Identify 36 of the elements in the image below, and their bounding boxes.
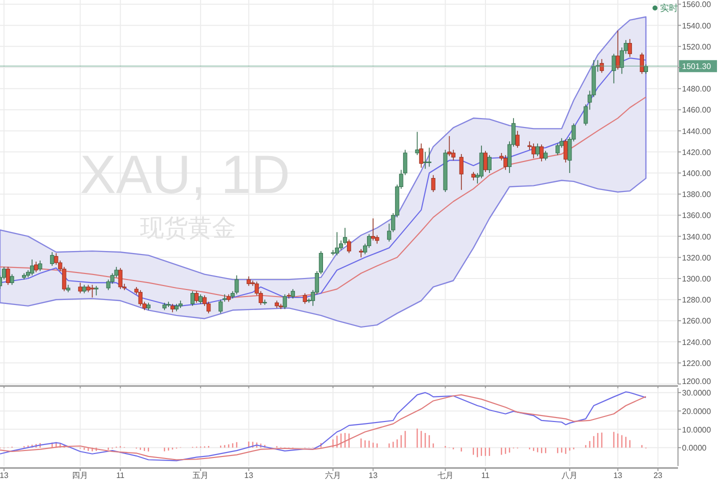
- y-tick-label: 0.0000: [682, 444, 708, 453]
- y-tick-label: 1280.00: [682, 296, 712, 305]
- x-tick-label: 11: [116, 471, 126, 480]
- y-tick-label: 30.0000: [682, 388, 712, 398]
- x-tick-label: 23: [653, 471, 663, 480]
- y-tick-label: 1380.00: [682, 190, 712, 200]
- x-tick-label: 13: [368, 471, 378, 480]
- x-tick-label: 11: [481, 471, 490, 480]
- y-tick-label: 1340.00: [682, 232, 712, 242]
- y-tick-label: 1360.00: [682, 211, 712, 220]
- y-tick-label: 1300.00: [682, 274, 712, 284]
- x-tick-label: 六月: [324, 471, 341, 480]
- y-tick-label: 1260.00: [682, 316, 712, 326]
- y-tick-label: 1520.00: [682, 42, 712, 52]
- y-tick-label: 1240.00: [682, 338, 712, 347]
- y-tick-label: 10.0000: [682, 425, 712, 434]
- y-tick-label: 1540.00: [682, 21, 712, 30]
- ref-line-label: 1501.30: [682, 62, 712, 72]
- y-tick-label: 1200.00: [682, 377, 712, 386]
- x-tick-label: 五月: [192, 471, 209, 480]
- x-tick-label: 四月: [72, 471, 88, 480]
- annotation: 实时: [660, 3, 678, 13]
- y-tick-label: 1460.00: [682, 106, 712, 115]
- x-tick-label: 13: [613, 471, 623, 480]
- y-tick-label: 1220.00: [682, 358, 712, 368]
- y-tick-label: 1560.00: [682, 0, 712, 10]
- x-tick-label: 八月: [562, 471, 578, 480]
- y-tick-label: 1420.00: [682, 148, 712, 157]
- y-tick-label: 20.0000: [682, 406, 712, 416]
- y-tick-label: 1440.00: [682, 126, 712, 136]
- x-tick-label: 13: [244, 471, 254, 480]
- y-tick-label: 1400.00: [682, 169, 712, 178]
- y-tick-label: 1480.00: [682, 84, 712, 94]
- x-tick-label: 七月: [437, 471, 454, 480]
- y-tick-label: 1320.00: [682, 253, 712, 262]
- x-tick-label: 13: [0, 471, 10, 480]
